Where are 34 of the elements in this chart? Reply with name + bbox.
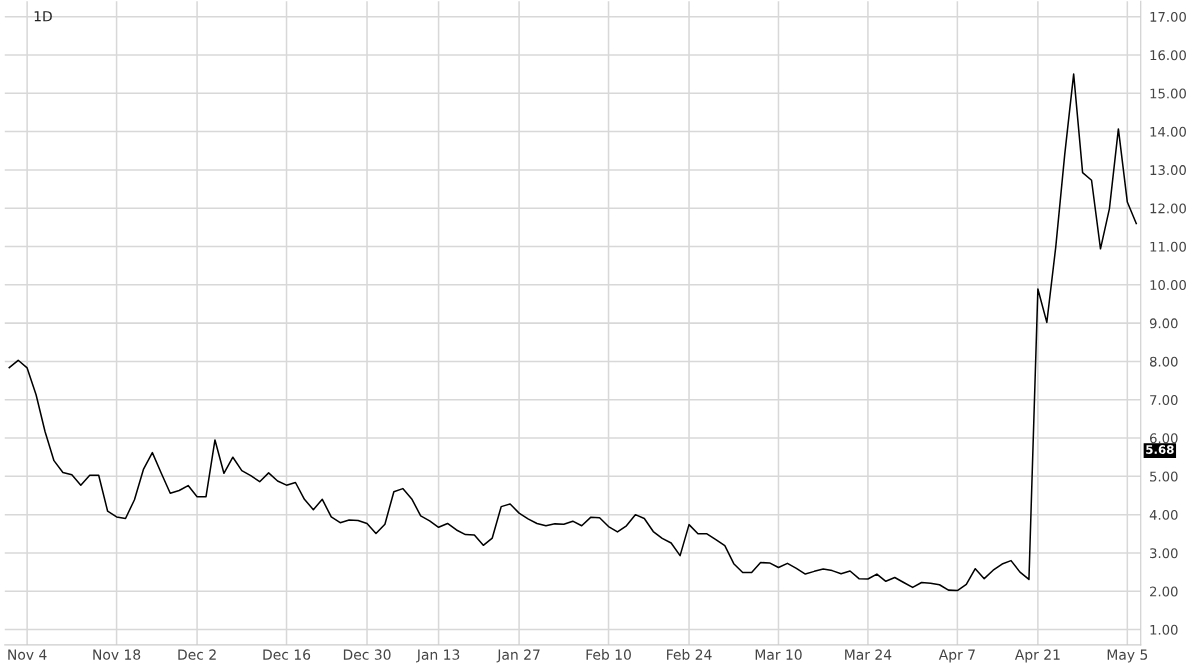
line-series	[8, 73, 1138, 592]
x-tick-label: Apr 7	[938, 649, 975, 663]
y-tick-label: 7.00	[1150, 394, 1178, 405]
x-tick-label: Jan 13	[416, 649, 460, 663]
x-tick-label: Apr 21	[1014, 649, 1060, 663]
y-tick-label: 10.00	[1150, 280, 1186, 291]
y-tick-label: 9.00	[1149, 318, 1178, 329]
x-tick-label: Jan 27	[496, 649, 540, 663]
x-tick-label: Dec 16	[263, 649, 311, 660]
y-tick-label: 17.00	[1150, 11, 1186, 22]
y-tick-label: 6.00	[1150, 433, 1178, 444]
y-tick-label: 12.00	[1150, 203, 1186, 214]
x-tick-label: May 5	[1107, 649, 1148, 663]
y-tick-label: 15.00	[1150, 88, 1186, 99]
x-tick-label: Feb 24	[667, 649, 712, 660]
y-tick-label: 11.00	[1150, 241, 1186, 252]
y-tick-label: 16.00	[1150, 50, 1186, 61]
y-tick-label: 13.00	[1150, 165, 1186, 176]
y-tick-label: 14.00	[1150, 126, 1186, 137]
y-tick-label: 4.00	[1149, 509, 1178, 520]
y-tick-label: 5.00	[1150, 471, 1178, 482]
y-tick-label: 1.00	[1150, 624, 1178, 635]
x-tick-label: Feb 10	[586, 649, 631, 660]
y-tick-label: 8.00	[1149, 356, 1178, 367]
annotation: 1D	[34, 11, 52, 22]
x-tick-label: Dec 30	[343, 649, 391, 660]
x-tick-label: Nov 4	[8, 649, 47, 660]
x-tick-label: Mar 10	[755, 649, 802, 660]
text: 5.68	[1146, 445, 1174, 454]
y-tick-label: 3.00	[1150, 548, 1178, 559]
x-tick-label: Mar 24	[845, 649, 892, 660]
y-tick-label: 2.00	[1150, 586, 1178, 597]
x-tick-label: Nov 18	[93, 649, 141, 660]
x-tick-label: Dec 2	[178, 649, 216, 660]
